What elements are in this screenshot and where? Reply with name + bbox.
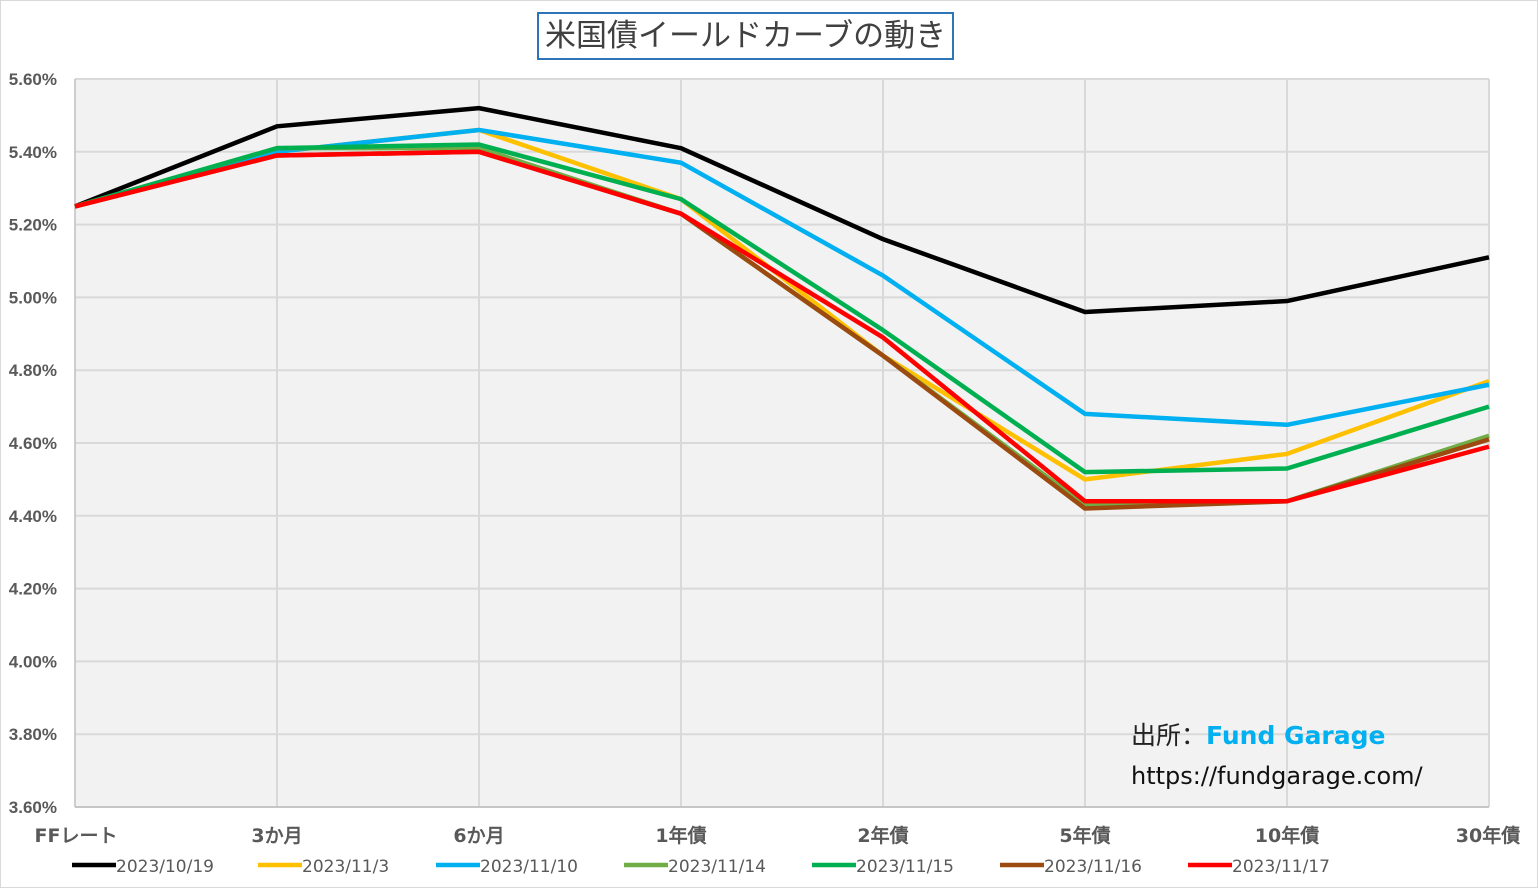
series-line-2023/11/15 xyxy=(74,142,1490,475)
x-tick-label: 30年債 xyxy=(1456,824,1520,847)
legend-label: 2023/11/10 xyxy=(480,857,578,877)
x-tick-label: 3か月 xyxy=(251,825,302,847)
y-tick-label: 5.40% xyxy=(9,143,57,162)
y-tick-label: 3.60% xyxy=(9,798,57,817)
y-tick-label: 5.00% xyxy=(9,288,57,307)
legend-label: 2023/11/15 xyxy=(856,857,954,877)
y-tick-label: 3.80% xyxy=(9,725,57,744)
source-url: https://fundgarage.com/ xyxy=(1131,762,1423,790)
legend-label: 2023/11/3 xyxy=(302,857,389,877)
x-tick-label: 5年債 xyxy=(1059,824,1110,847)
y-tick-label: 4.40% xyxy=(9,507,57,526)
source-brand: Fund Garage xyxy=(1206,721,1386,750)
y-tick-label: 4.80% xyxy=(9,361,57,380)
x-tick-label: 1年債 xyxy=(655,824,706,847)
y-tick-label: 4.20% xyxy=(9,580,57,599)
y-tick-label: 4.00% xyxy=(9,652,57,671)
y-tick-label: 5.20% xyxy=(9,216,57,235)
legend-label: 2023/11/16 xyxy=(1044,857,1142,877)
series-line-2023/11/17 xyxy=(74,149,1490,504)
legend-label: 2023/11/17 xyxy=(1232,857,1330,877)
y-tick-label: 5.60% xyxy=(9,70,57,89)
source-prefix: 出所： xyxy=(1131,721,1207,750)
legend-label: 2023/11/14 xyxy=(668,857,766,877)
legend-label: 2023/10/19 xyxy=(116,857,214,877)
source-label: 出所：Fund Garage xyxy=(1131,716,1385,752)
x-tick-label: 6か月 xyxy=(453,825,504,847)
chart-title: 米国債イールドカーブの動き xyxy=(537,12,955,60)
x-tick-label: 2年債 xyxy=(857,824,908,847)
series-line-2023/10/19 xyxy=(74,105,1490,315)
x-tick-label: FFレート xyxy=(35,825,118,847)
y-tick-label: 4.60% xyxy=(9,434,57,453)
x-tick-label: 10年債 xyxy=(1255,824,1319,847)
